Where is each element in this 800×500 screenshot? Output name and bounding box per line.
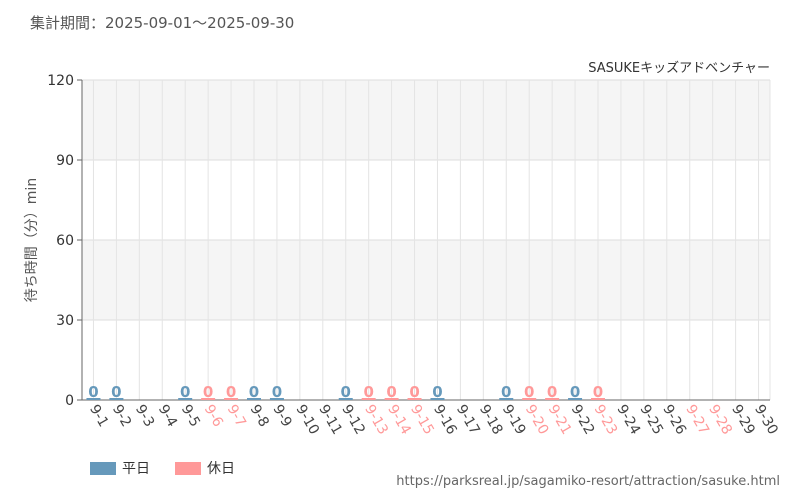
x-tick-label: 9-5 [178, 402, 203, 430]
bar [430, 398, 445, 400]
data-label: 0 [341, 383, 351, 401]
bar [568, 398, 583, 400]
y-tick-label: 30 [56, 313, 74, 329]
x-tick-label: 9-18 [476, 402, 506, 438]
x-tick-label: 9-1 [86, 402, 111, 430]
bar [247, 398, 261, 400]
bar [384, 398, 399, 400]
bar [407, 398, 422, 400]
legend-holiday-label: 休日 [207, 461, 235, 477]
x-tick-label: 9-23 [591, 402, 621, 438]
bar [591, 398, 605, 400]
x-tick-label: 9-12 [338, 402, 368, 438]
y-tick-label: 120 [47, 73, 74, 89]
x-tick-label: 9-9 [269, 402, 294, 430]
x-tick-label: 9-22 [568, 402, 598, 438]
x-tick-label: 9-10 [292, 402, 322, 438]
y-tick-label: 0 [65, 393, 74, 409]
x-tick-label: 9-13 [361, 402, 391, 438]
data-label: 0 [501, 383, 511, 401]
data-label: 0 [409, 383, 419, 401]
chart-title: SASUKEキッズアドベンチャー [588, 60, 770, 76]
x-tick-label: 9-7 [224, 402, 249, 430]
legend-weekday-swatch [90, 461, 116, 475]
legend-holiday-swatch [175, 461, 201, 475]
x-tick-label: 9-30 [751, 402, 781, 438]
y-tick-label: 60 [56, 233, 74, 249]
data-label: 0 [111, 383, 121, 401]
x-tick-label: 9-2 [109, 402, 134, 430]
x-tick-label: 9-28 [705, 402, 735, 438]
x-tick-label: 9-17 [453, 402, 483, 438]
data-label: 0 [593, 383, 603, 401]
data-label: 0 [547, 383, 557, 401]
x-tick-label: 9-24 [613, 402, 643, 438]
data-label: 0 [570, 383, 580, 401]
data-label: 0 [272, 383, 282, 401]
grid-band [82, 80, 770, 160]
x-tick-label: 9-27 [682, 402, 712, 438]
x-tick-label: 9-3 [132, 402, 157, 430]
x-tick-label: 9-16 [430, 402, 460, 438]
period-label: 集計期間：2025-09-01～2025-09-30 [30, 14, 295, 32]
x-tick-label: 9-21 [545, 402, 575, 438]
data-label: 0 [386, 383, 396, 401]
bar [86, 398, 101, 400]
x-tick-label: 9-11 [315, 402, 345, 438]
data-label: 0 [226, 383, 236, 401]
y-tick-label: 90 [56, 153, 74, 169]
bar [522, 398, 537, 400]
bar [109, 398, 124, 400]
bar [201, 398, 216, 400]
x-tick-label: 9-8 [247, 402, 272, 430]
x-tick-label: 9-4 [155, 402, 180, 430]
data-label: 0 [180, 383, 190, 401]
bar [545, 398, 560, 400]
data-label: 0 [88, 383, 98, 401]
data-label: 0 [249, 383, 259, 401]
bar [178, 398, 193, 400]
bar [338, 398, 353, 400]
grid-band [82, 240, 770, 320]
legend-holiday: 休日 [175, 458, 235, 478]
x-tick-label: 9-20 [522, 402, 552, 438]
bar [499, 398, 514, 400]
bar [361, 398, 376, 400]
bar [269, 398, 284, 400]
x-tick-label: 9-26 [659, 402, 689, 438]
data-label: 0 [524, 383, 534, 401]
data-label: 0 [363, 383, 373, 401]
data-label: 0 [203, 383, 213, 401]
legend-weekday: 平日 [90, 458, 150, 478]
bar [224, 398, 239, 400]
source-url: https://parksreal.jp/sagamiko-resort/att… [396, 474, 780, 489]
legend-weekday-label: 平日 [122, 461, 150, 477]
x-tick-label: 9-15 [407, 402, 437, 438]
y-axis-label: 待ち時間（分）min [24, 178, 40, 302]
x-tick-label: 9-25 [636, 402, 666, 438]
x-tick-label: 9-29 [728, 402, 758, 438]
x-tick-label: 9-14 [384, 402, 414, 438]
x-tick-label: 9-6 [201, 402, 226, 430]
data-label: 0 [432, 383, 442, 401]
x-tick-label: 9-19 [499, 402, 529, 438]
